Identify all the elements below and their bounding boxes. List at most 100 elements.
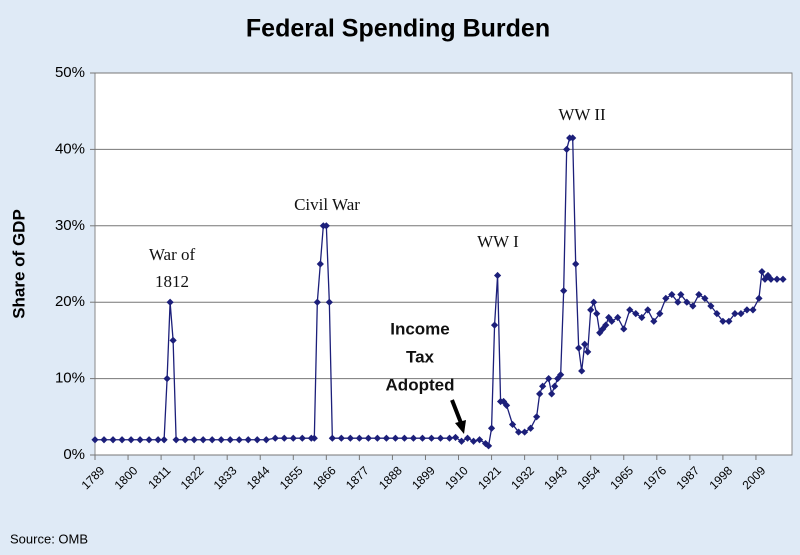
data-point bbox=[605, 313, 613, 322]
data-point bbox=[487, 424, 496, 432]
data-point bbox=[289, 434, 297, 442]
data-point bbox=[662, 294, 670, 302]
data-point bbox=[761, 275, 769, 283]
data-point bbox=[725, 317, 733, 325]
data-point bbox=[160, 436, 168, 444]
data-point bbox=[451, 433, 460, 442]
data-point bbox=[575, 344, 583, 352]
data-point bbox=[445, 434, 454, 442]
data-point bbox=[208, 436, 216, 444]
data-point bbox=[773, 275, 781, 283]
data-point bbox=[548, 390, 556, 398]
y-tick-label: 30% bbox=[55, 217, 85, 234]
data-point bbox=[602, 321, 610, 329]
annotation: Income bbox=[390, 319, 450, 338]
data-point bbox=[650, 317, 658, 325]
data-point bbox=[578, 367, 586, 375]
data-point bbox=[527, 424, 535, 432]
data-point bbox=[262, 436, 270, 444]
data-point bbox=[563, 145, 571, 153]
arrow bbox=[450, 399, 466, 434]
data-point bbox=[436, 434, 445, 442]
data-point bbox=[253, 436, 261, 444]
data-point bbox=[614, 313, 622, 322]
data-point bbox=[166, 298, 174, 306]
data-point bbox=[235, 436, 243, 444]
data-point bbox=[668, 290, 676, 299]
y-tick-label: 10% bbox=[55, 370, 85, 387]
data-point bbox=[337, 434, 345, 442]
data-point bbox=[280, 434, 288, 442]
data-point bbox=[608, 317, 616, 325]
data-point bbox=[719, 317, 727, 325]
y-tick-label: 20% bbox=[55, 293, 85, 310]
data-point bbox=[533, 413, 541, 421]
data-point bbox=[749, 306, 757, 314]
chart-title: Federal Spending Burden bbox=[246, 15, 550, 43]
data-point bbox=[373, 434, 382, 442]
data-point bbox=[581, 340, 589, 348]
data-point bbox=[490, 321, 499, 329]
data-point bbox=[656, 310, 664, 318]
data-point bbox=[226, 436, 234, 444]
data-point bbox=[695, 290, 703, 299]
data-point bbox=[118, 436, 126, 444]
data-point bbox=[557, 371, 565, 379]
data-point bbox=[469, 437, 478, 445]
data-point bbox=[355, 434, 363, 442]
data-point bbox=[364, 434, 372, 442]
data-point bbox=[593, 310, 601, 318]
annotation: War of bbox=[149, 245, 196, 264]
data-point bbox=[382, 434, 391, 442]
data-point bbox=[418, 434, 427, 442]
data-point bbox=[620, 325, 628, 333]
data-point bbox=[551, 382, 559, 390]
data-point bbox=[217, 436, 225, 444]
data-point bbox=[109, 436, 117, 444]
data-point bbox=[244, 436, 252, 444]
data-point bbox=[677, 290, 685, 299]
data-point bbox=[409, 434, 418, 442]
data-point bbox=[554, 375, 562, 383]
data-point bbox=[499, 397, 508, 406]
data-point bbox=[545, 375, 553, 383]
data-point bbox=[316, 260, 324, 268]
annotation: Tax bbox=[406, 347, 435, 366]
data-point bbox=[743, 306, 751, 314]
data-point bbox=[689, 302, 697, 310]
y-tick-label: 40% bbox=[55, 140, 85, 157]
arrow-head bbox=[455, 420, 466, 434]
data-point bbox=[572, 260, 580, 268]
data-point bbox=[313, 298, 321, 306]
data-point bbox=[328, 434, 336, 442]
data-point bbox=[91, 436, 99, 444]
data-point bbox=[298, 434, 306, 442]
data-point bbox=[169, 336, 177, 344]
data-point bbox=[587, 306, 595, 314]
data-point bbox=[502, 401, 511, 409]
annotation: Adopted bbox=[386, 375, 455, 394]
data-point bbox=[569, 134, 577, 142]
data-point bbox=[767, 275, 775, 283]
data-point bbox=[521, 428, 529, 436]
data-point bbox=[463, 434, 472, 442]
data-point bbox=[136, 436, 144, 444]
data-point bbox=[199, 436, 207, 444]
data-point bbox=[190, 436, 198, 444]
annotation: WW II bbox=[558, 105, 606, 124]
data-point bbox=[508, 420, 517, 429]
plot-area bbox=[94, 72, 793, 456]
data-point bbox=[674, 298, 682, 306]
annotation: WW I bbox=[477, 232, 519, 251]
data-point bbox=[181, 436, 189, 444]
data-point bbox=[626, 306, 634, 314]
data-point bbox=[536, 390, 544, 398]
data-point bbox=[127, 436, 135, 444]
data-point bbox=[484, 442, 493, 450]
data-point bbox=[493, 271, 502, 280]
data-point bbox=[310, 434, 318, 442]
data-point bbox=[100, 436, 108, 444]
data-point bbox=[638, 313, 646, 322]
